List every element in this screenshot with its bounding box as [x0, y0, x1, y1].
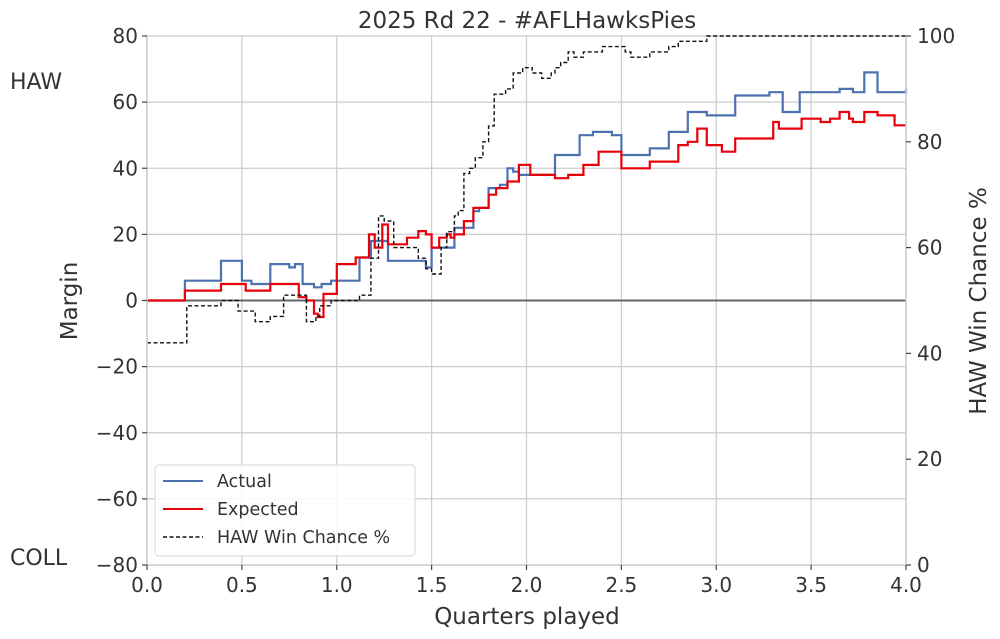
x-tick-label: 1.5 [416, 573, 448, 597]
x-tick-label: 2.5 [605, 573, 637, 597]
y2-axis-title: HAW Win Chance % [966, 187, 992, 415]
y-tick-label: 20 [113, 222, 138, 246]
legend: Actual Expected HAW Win Chance % [154, 464, 416, 557]
y-tick-label: 80 [113, 24, 138, 48]
x-tick-label: 0.0 [131, 573, 163, 597]
legend-label-win-chance: HAW Win Chance % [217, 528, 390, 548]
x-axis-title: Quarters played [434, 604, 620, 630]
legend-box [154, 464, 416, 557]
legend-label-actual: Actual [217, 472, 272, 492]
x-tick-label: 0.5 [226, 573, 258, 597]
x-tick-label: 3.5 [795, 573, 827, 597]
y2-tick-label: 0 [917, 553, 930, 577]
y-tick-label: 0 [125, 289, 138, 313]
y-tick-label: −40 [96, 421, 138, 445]
x-tick-label: 2.0 [511, 573, 543, 597]
y2-tick-label: 100 [917, 24, 955, 48]
y-tick-label: −60 [96, 487, 138, 511]
y-tick-label: 60 [113, 90, 138, 114]
series-line-haw-win-chance [147, 35, 906, 344]
y2-tick-label: 80 [917, 130, 942, 154]
y2-tick-label: 20 [917, 447, 942, 471]
chart-title: 2025 Rd 22 - #AFLHawksPies [358, 8, 696, 34]
y2-tick-label: 60 [917, 236, 942, 260]
series-line-expected [147, 110, 906, 319]
y2-tick-label: 40 [917, 341, 942, 365]
x-tick-label: 4.0 [890, 573, 922, 597]
legend-label-expected: Expected [217, 500, 299, 520]
y-tick-label: −80 [96, 553, 138, 577]
ticks-layer: 0.0 0.5 1.0 1.5 2.0 2.5 3.0 3.5 4.0 80 60 40 20 0 −20 −… [96, 24, 955, 597]
home-team-label: HAW [10, 70, 62, 95]
y-axis-title: Margin [57, 262, 83, 341]
y-tick-label: 40 [113, 156, 138, 180]
x-tick-label: 1.0 [321, 573, 353, 597]
plot-layer [147, 35, 908, 344]
x-tick-label: 3.0 [700, 573, 732, 597]
away-team-label: COLL [10, 546, 68, 571]
y-tick-label: −20 [96, 355, 138, 379]
